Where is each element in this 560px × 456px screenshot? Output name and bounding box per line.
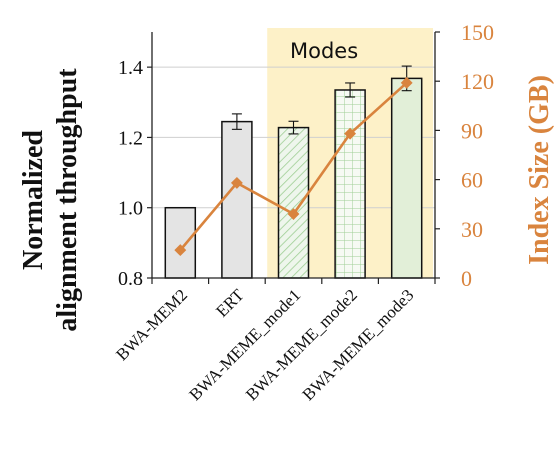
- category-labels: BWA-MEM2 ERTBWA-MEME_mode1BWA-MEME_mode2B…: [112, 278, 436, 404]
- watermark: 知乎 @龙之啸: [432, 427, 520, 444]
- category-label: BWA-MEME_mode1: [185, 285, 304, 404]
- bar-bwa-mem2: [164, 206, 197, 279]
- left-tick-labels: 0.8 1.0 1.2 1.4: [118, 57, 152, 290]
- right-tick-label: 150: [461, 20, 494, 45]
- category-label: BWA-MEME_mode2: [242, 285, 361, 404]
- category-label: BWA-MEM2: [112, 285, 191, 364]
- index-size-line: [174, 76, 413, 257]
- left-tick-label: 0.8: [118, 268, 143, 290]
- right-tick-label: 30: [461, 217, 483, 242]
- error-bar: [345, 82, 356, 98]
- index-size-point: [174, 244, 187, 257]
- error-bar: [288, 120, 299, 135]
- y-axis-label-line2: alignment throughput: [52, 68, 83, 332]
- category-label: BWA-MEME_mode3: [299, 285, 418, 404]
- y2-axis-label: Index Size (GB): [524, 75, 555, 265]
- right-tick-label: 60: [461, 168, 483, 193]
- right-tick-labels: 0 30 60 90 120 150: [435, 20, 494, 291]
- category-label: ERT: [212, 285, 248, 321]
- left-tick-label: 1.0: [118, 198, 143, 220]
- bar-ert: [221, 120, 253, 279]
- right-tick-label: 0: [461, 266, 472, 291]
- right-tick-label: 90: [461, 118, 483, 143]
- bar-bwa-meme_mode1: [277, 126, 310, 279]
- left-tick-label: 1.2: [118, 127, 143, 149]
- bar-bwa-meme_mode2: [334, 89, 366, 279]
- left-tick-label: 1.4: [118, 57, 143, 79]
- error-bar: [231, 113, 242, 130]
- modes-label: Modes: [290, 39, 358, 63]
- right-tick-label: 120: [461, 69, 494, 94]
- bar-bwa-meme_mode3: [390, 77, 423, 279]
- y-axis-label-line1: Normalized: [18, 130, 49, 270]
